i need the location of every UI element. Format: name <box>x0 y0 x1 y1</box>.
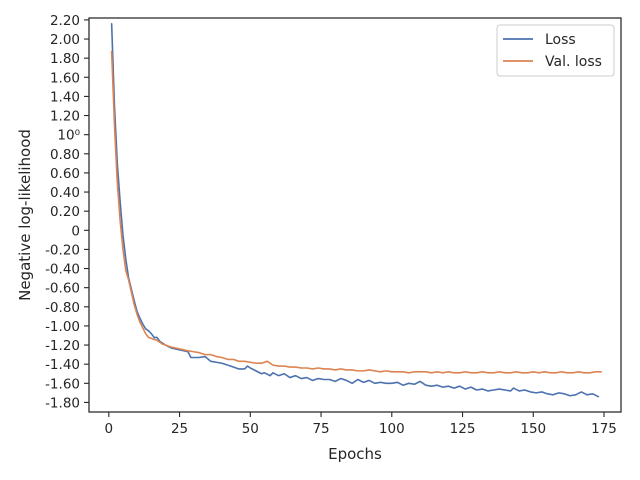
x-tick-label: 25 <box>171 421 188 437</box>
y-tick-label: -0.40 <box>45 262 80 278</box>
y-tick-label: 2.00 <box>50 32 80 48</box>
legend-box <box>496 24 615 77</box>
legend: Loss Val. loss <box>496 24 615 77</box>
legend-label-loss: Loss <box>545 32 576 48</box>
y-tick-label: 0.40 <box>50 185 80 201</box>
x-tick-label: 150 <box>520 421 546 437</box>
y-tick-label: 10⁰ <box>57 128 80 144</box>
y-tick-label: 0.20 <box>50 204 80 220</box>
y-tick-label: 1.40 <box>50 89 80 105</box>
x-tick-label: 125 <box>450 421 476 437</box>
y-tick-label: -0.60 <box>45 281 80 297</box>
y-tick-label: -0.20 <box>45 242 80 258</box>
y-tick-label: 2.20 <box>50 13 80 29</box>
x-tick-label: 0 <box>105 421 114 437</box>
x-tick-label: 100 <box>379 421 405 437</box>
y-tick-label: -1.40 <box>45 357 80 373</box>
x-tick-label: 50 <box>242 421 259 437</box>
y-tick-label: 0.60 <box>50 166 80 182</box>
y-axis-ticks: 2.20 2.00 1.80 1.60 1.40 1.20 10⁰ 0.80 0.60 0.40 0… <box>45 13 89 411</box>
y-tick-label: 1.80 <box>50 51 80 67</box>
y-tick-label: -1.00 <box>45 319 80 335</box>
y-tick-label: -1.80 <box>45 395 80 411</box>
axes-frame <box>88 17 622 413</box>
x-axis-ticks: 0 25 50 75 100 125 150 175 <box>105 412 617 437</box>
legend-label-val-loss: Val. loss <box>545 54 602 70</box>
y-tick-label: -1.20 <box>45 338 80 354</box>
y-tick-label: -1.60 <box>45 376 80 392</box>
y-tick-label: 0 <box>71 223 80 239</box>
series-line-loss <box>110 22 600 398</box>
y-axis-label: Negative log-likelihood <box>16 129 34 301</box>
y-tick-label: 1.60 <box>50 70 80 86</box>
x-tick-label: 175 <box>591 421 617 437</box>
x-axis-label: Epochs <box>328 445 382 463</box>
x-tick-label: 75 <box>312 421 329 437</box>
y-tick-label: 0.80 <box>50 147 80 163</box>
y-tick-label: 1.20 <box>50 109 80 125</box>
plot-lines <box>110 22 602 398</box>
y-tick-label: -0.80 <box>45 300 80 316</box>
series-line-val-loss <box>110 50 602 374</box>
